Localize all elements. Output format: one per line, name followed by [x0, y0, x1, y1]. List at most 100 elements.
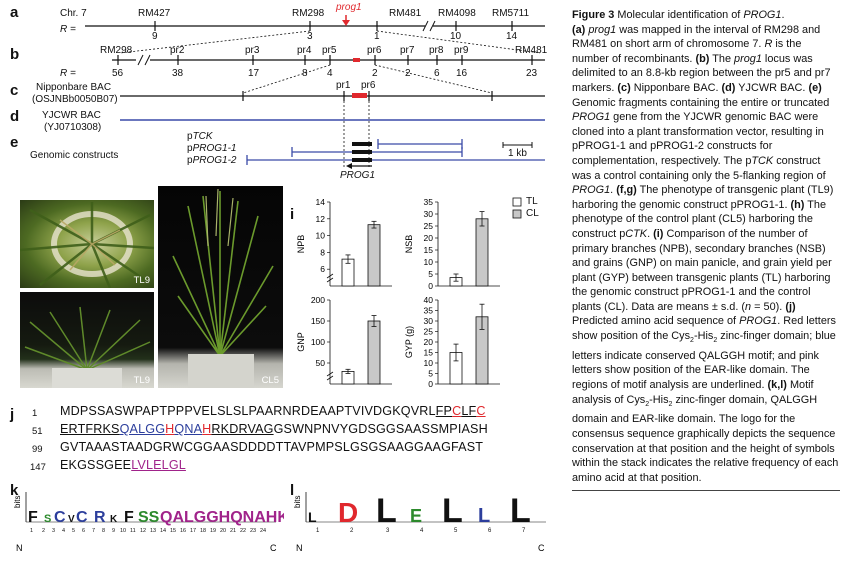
r-label-b: R = [60, 68, 76, 79]
svg-text:10: 10 [120, 528, 126, 534]
svg-text:9: 9 [112, 528, 115, 534]
svg-text:1: 1 [316, 528, 320, 534]
svg-text:2: 2 [350, 528, 354, 534]
prog1-direction-arrow [346, 163, 352, 169]
r-b-9: 23 [526, 68, 538, 79]
legend-cl-label: CL [526, 208, 539, 219]
axis-break [326, 277, 334, 283]
r-a-4: 14 [506, 31, 518, 42]
seq-segment: QNA [174, 422, 203, 436]
seq-segment: LF [461, 404, 477, 418]
svg-text:11: 11 [130, 528, 136, 534]
svg-text:18: 18 [200, 528, 206, 534]
svg-text:2: 2 [42, 528, 45, 534]
seq-segment: H [202, 422, 212, 436]
prog1-locus-b [353, 58, 360, 62]
y-tick-label: 5 [428, 369, 433, 379]
r-b-4: 4 [327, 68, 333, 79]
svg-text:3: 3 [386, 528, 390, 534]
seq-row-147: EKGSSGEELVLELGL [60, 458, 186, 472]
marker-b-5: pr6 [367, 45, 382, 56]
svg-text:1: 1 [30, 528, 33, 534]
caption-figure-number: Figure 3 [572, 9, 615, 21]
sequence-logo-k: bits F S C V C R K F SS QALGGHQNAHKRER 1… [14, 492, 284, 553]
svg-text:16: 16 [180, 528, 186, 534]
panel-label-d: d [10, 108, 20, 125]
pr1-label: pr1 [336, 80, 351, 91]
logo-l-n: N [296, 543, 303, 553]
axis-break [326, 375, 334, 381]
y-axis-label: GYP (g) [404, 326, 414, 358]
r-a-2: 1 [374, 31, 380, 42]
panel-label-j: j [10, 406, 15, 423]
logo-l-letter-7: L [510, 492, 531, 530]
r-b-2: 17 [248, 68, 260, 79]
marker-a-2: RM481 [389, 8, 422, 19]
y-axis-label: GNP [296, 332, 306, 352]
bar-cl [475, 218, 489, 287]
seq-num-1: 1 [32, 408, 38, 419]
marker-b-9: RM481 [515, 45, 548, 56]
seq-segment: QALGG [119, 422, 166, 436]
y-axis-label: NSB [404, 235, 414, 254]
logo-l-bits: bits [294, 496, 302, 508]
y-tick-label: 10 [424, 257, 434, 267]
logo-l-c: C [538, 543, 545, 553]
svg-text:21: 21 [230, 528, 236, 534]
y-tick-label: 8 [320, 247, 325, 257]
bar-cl [367, 224, 381, 287]
logo-l-letter-6: L [478, 505, 490, 527]
scale-bar-label: 1 kb [508, 148, 527, 159]
panel-label-c: c [10, 82, 19, 99]
svg-text:19: 19 [210, 528, 216, 534]
y-tick-label: 10 [316, 231, 326, 241]
svg-text:8: 8 [102, 528, 105, 534]
r-b-0: 56 [112, 68, 124, 79]
seq-segment: MDPSSASWPAPTPPPVELSLSLPAARNRDEAAPTVIVDGK… [60, 404, 436, 418]
svg-text:17: 17 [190, 528, 196, 534]
marker-b-1: pr2 [170, 45, 185, 56]
y-tick-label: 20 [424, 337, 434, 347]
marker-b-3: pr4 [297, 45, 312, 56]
panel-label-a: a [10, 4, 19, 21]
svg-text:6: 6 [488, 528, 492, 534]
y-tick-label: 12 [316, 214, 326, 224]
seq-segment: C [476, 404, 486, 418]
y-tick-label: 20 [424, 233, 434, 243]
prog1-label-a: prog1 [336, 2, 362, 13]
r-b-3: 8 [302, 68, 308, 79]
svg-text:F: F [124, 509, 134, 526]
axis-break [326, 371, 334, 377]
nipponbare-bac-id: (OSJNBb0050B07) [32, 94, 118, 105]
caption-rule [572, 490, 840, 492]
seq-segment: GSWNPNVYGDSGGSAASSMPIASH [273, 422, 488, 436]
y-tick-label: 10 [424, 358, 434, 368]
svg-text:F: F [28, 509, 38, 526]
photo-h-control-plant: CL5 [158, 186, 283, 388]
seq-num-51: 51 [32, 426, 43, 437]
svg-text:S: S [44, 513, 51, 525]
figure-caption: Figure 3 Molecular identification of PRO… [572, 8, 840, 492]
svg-text:20: 20 [220, 528, 226, 534]
svg-text:4: 4 [420, 528, 424, 534]
seq-segment: GVTAAASTAADGRWCGGAASDDDDTTAVPMPSLGSGSAAG… [60, 440, 484, 454]
y-axis-label: NPB [296, 235, 306, 254]
svg-text:K: K [110, 514, 118, 525]
svg-text:7: 7 [92, 528, 95, 534]
svg-text:R: R [94, 509, 106, 526]
logo-l-letter-5: L [442, 492, 463, 530]
seq-segment: C [452, 404, 462, 418]
marker-b-0: RM298 [100, 45, 133, 56]
panel-label-b: b [10, 46, 20, 63]
caption-body: (a) prog1 was mapped in the interval of … [572, 23, 839, 484]
y-tick-label: 50 [316, 358, 326, 368]
svg-text:14: 14 [160, 528, 166, 534]
logo-k-c: C [270, 543, 277, 553]
svg-text:5: 5 [72, 528, 75, 534]
r-a-1: 3 [307, 31, 313, 42]
y-tick-label: 40 [424, 295, 434, 305]
svg-text:22: 22 [240, 528, 246, 534]
y-tick-label: 6 [320, 264, 325, 274]
y-tick-label: 35 [424, 306, 434, 316]
panel-label-e: e [10, 134, 19, 151]
